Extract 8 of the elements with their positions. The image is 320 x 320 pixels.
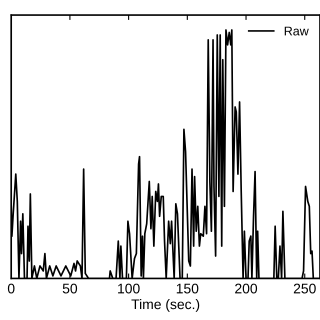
x-tick-label: 50 bbox=[62, 284, 78, 294]
x-tick-label: 150 bbox=[176, 284, 198, 294]
legend-label: Raw bbox=[284, 26, 309, 36]
x-tick-label: 250 bbox=[294, 284, 316, 294]
x-tick-label: 100 bbox=[118, 284, 140, 294]
x-tick-label: 200 bbox=[235, 284, 258, 294]
x-tick-label: 0 bbox=[8, 284, 15, 294]
x-axis-title: Time (sec.) bbox=[131, 298, 200, 312]
